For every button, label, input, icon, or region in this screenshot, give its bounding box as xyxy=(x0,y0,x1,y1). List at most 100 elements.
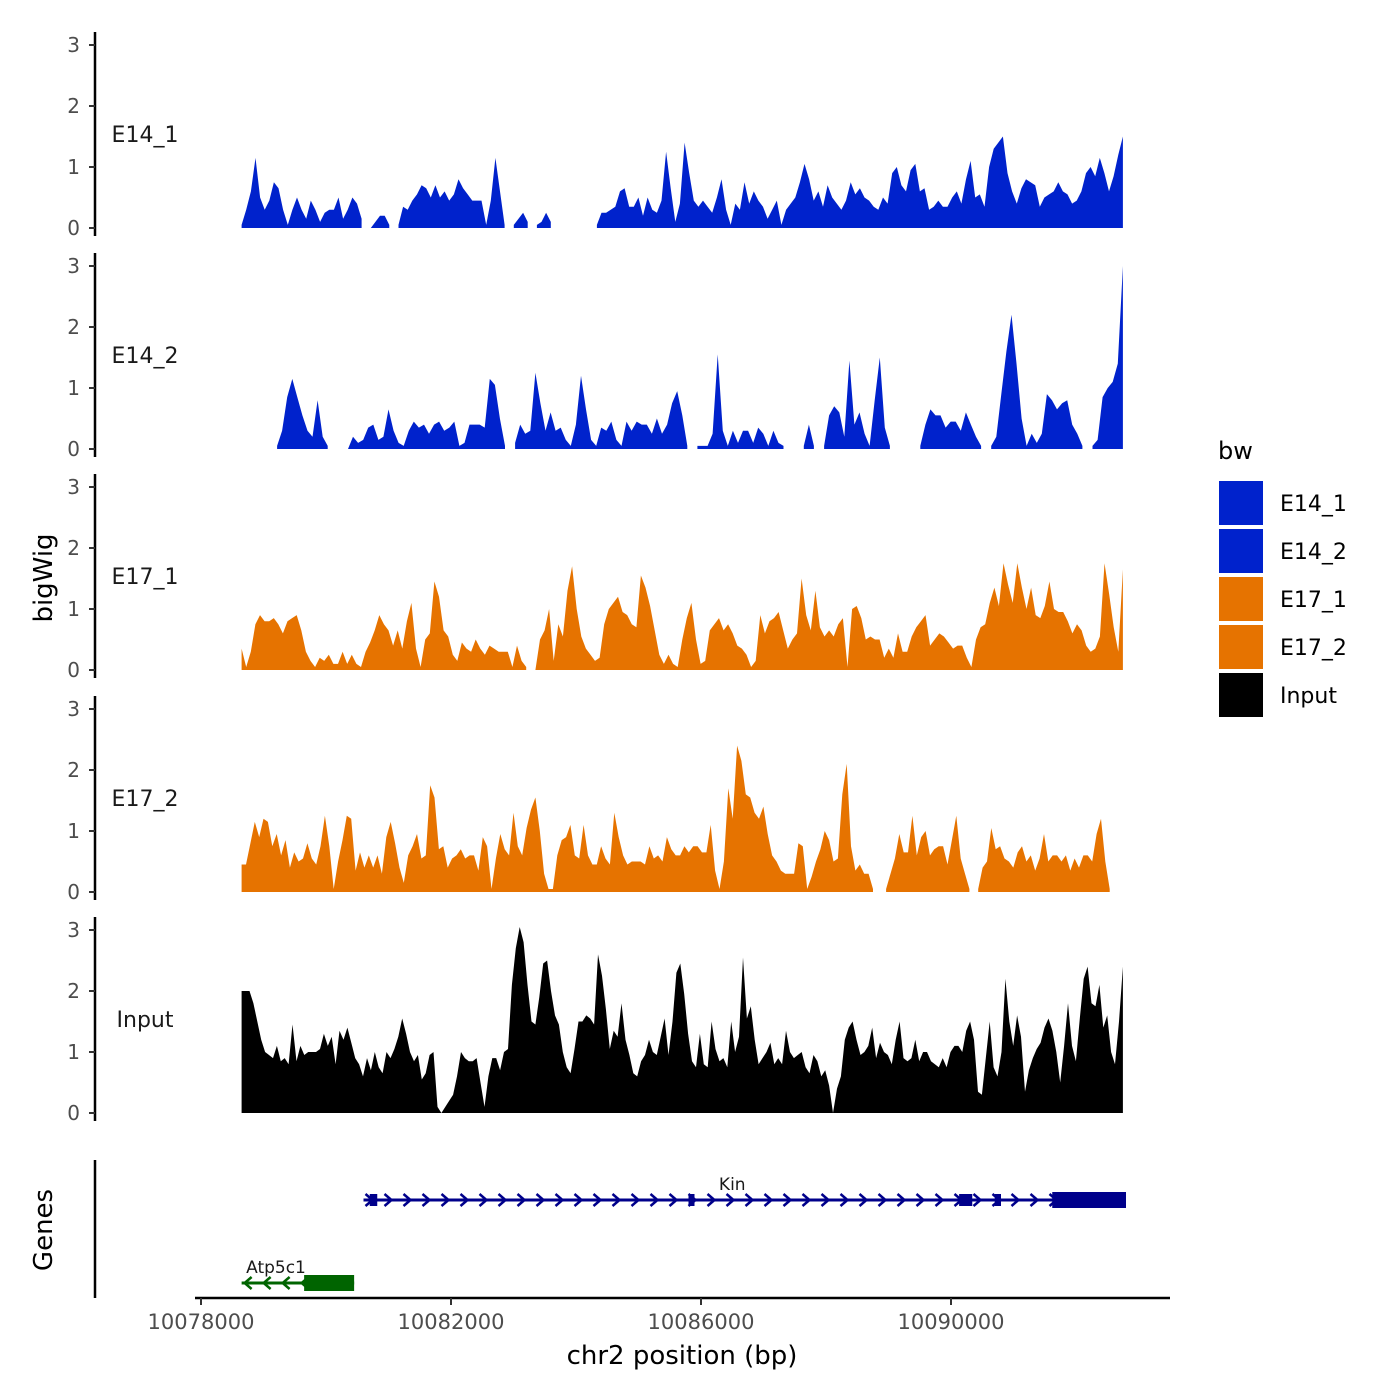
y-tick-label: 0 xyxy=(67,216,80,240)
strand-arrow xyxy=(554,1193,565,1207)
gene-kin: Kin xyxy=(363,1175,1126,1208)
strand-arrow xyxy=(877,1193,888,1207)
track-e14-1: 0 1 2 3 E14_1 xyxy=(67,32,1123,240)
track-e17-2: 0 1 2 3 E17_2 xyxy=(67,696,1110,904)
strand-arrow xyxy=(649,1193,660,1207)
legend-label: E17_2 xyxy=(1280,636,1347,661)
legend-swatch xyxy=(1217,671,1265,719)
track-label: E17_1 xyxy=(112,565,179,590)
y-tick-label: 0 xyxy=(67,658,80,682)
genes-axis-label: Genes xyxy=(29,1189,59,1271)
strand-arrow xyxy=(839,1193,850,1207)
strand-arrow xyxy=(630,1193,641,1207)
track-label: Input xyxy=(117,1008,174,1033)
legend-label: E17_1 xyxy=(1280,588,1347,613)
legend-label: Input xyxy=(1280,684,1337,709)
legend-swatch xyxy=(1217,527,1265,575)
y-tick-label: 0 xyxy=(67,880,80,904)
track-label: E14_2 xyxy=(112,344,179,369)
strand-arrow xyxy=(782,1193,793,1207)
y-tick-label: 2 xyxy=(67,94,80,118)
legend-label: E14_2 xyxy=(1280,540,1347,565)
legend-swatch xyxy=(1217,623,1265,671)
gene-label: Kin xyxy=(719,1175,746,1195)
x-tick-label: 10078000 xyxy=(148,1310,255,1334)
strand-arrow xyxy=(763,1193,774,1207)
strand-arrow xyxy=(1010,1193,1021,1207)
strand-arrow xyxy=(459,1193,470,1207)
legend-item: Input xyxy=(1217,671,1337,719)
y-tick-label: 3 xyxy=(67,918,80,942)
area-e14-2 xyxy=(277,378,328,449)
track-e17-1: 0 1 2 3 E17_1 xyxy=(67,474,1123,682)
y-tick-label: 1 xyxy=(67,597,80,621)
genes-panel: Kin Atp5c1 xyxy=(93,1160,1126,1298)
strand-arrow xyxy=(440,1193,451,1207)
strand-arrow xyxy=(242,1276,253,1290)
exon xyxy=(994,1194,1001,1206)
strand-arrow xyxy=(820,1193,831,1207)
gene-label: Atp5c1 xyxy=(246,1258,306,1278)
area-e17-1 xyxy=(241,581,527,670)
legend-item: E14_1 xyxy=(1217,479,1347,527)
legend-item: E17_1 xyxy=(1217,575,1347,623)
track-e14-2: 0 1 2 3 E14_2 xyxy=(67,253,1123,461)
strand-arrow xyxy=(535,1193,546,1207)
area-e14-2 xyxy=(348,378,505,449)
strand-arrow xyxy=(972,1193,983,1207)
track-panels: 0 1 2 3 E14_1 0 1 2 3 E14_2 0 1 2 3 E17_1 0 1 2 3 E17_2 0 1 2 3… xyxy=(67,32,1123,1125)
y-tick-label: 1 xyxy=(67,376,80,400)
y-tick-label: 3 xyxy=(67,254,80,278)
area-e14-2 xyxy=(1092,266,1123,449)
strand-arrow xyxy=(402,1193,413,1207)
y-tick-label: 0 xyxy=(67,437,80,461)
y-tick-label: 3 xyxy=(67,475,80,499)
exon xyxy=(369,1194,378,1206)
strand-arrow xyxy=(915,1193,926,1207)
exon xyxy=(304,1275,355,1291)
area-e14-2 xyxy=(515,372,688,449)
area-e14-2 xyxy=(697,354,784,449)
strand-arrow xyxy=(261,1276,272,1290)
area-e14-1 xyxy=(241,157,362,228)
legend-title: bw xyxy=(1218,437,1253,465)
strand-arrow xyxy=(421,1193,432,1207)
area-input xyxy=(241,927,1123,1113)
area-e17-2 xyxy=(978,818,1110,892)
legend-label: E14_1 xyxy=(1280,492,1347,517)
strand-arrow xyxy=(516,1193,527,1207)
strand-arrow xyxy=(744,1193,755,1207)
strand-arrow xyxy=(934,1193,945,1207)
exon xyxy=(959,1194,973,1206)
area-e14-2 xyxy=(991,314,1083,449)
strand-arrow xyxy=(497,1193,508,1207)
y-tick-label: 3 xyxy=(67,697,80,721)
strand-arrow xyxy=(725,1193,736,1207)
y-tick-label: 2 xyxy=(67,979,80,1003)
strand-arrow xyxy=(1029,1193,1040,1207)
area-e14-2 xyxy=(803,424,814,449)
strand-arrow xyxy=(801,1193,812,1207)
track-label: E14_1 xyxy=(112,123,179,148)
legend: bw E14_1 E14_2 E17_1 E17_2 Input xyxy=(1217,437,1347,719)
area-e14-1 xyxy=(513,212,528,228)
strand-arrow xyxy=(706,1193,717,1207)
y-tick-label: 0 xyxy=(67,1101,80,1125)
strand-arrow xyxy=(280,1276,291,1290)
strand-arrow xyxy=(858,1193,869,1207)
strand-arrow xyxy=(611,1193,622,1207)
track-label: E17_2 xyxy=(112,787,179,812)
y-tick-label: 2 xyxy=(67,315,80,339)
strand-arrow xyxy=(573,1193,584,1207)
y-tick-label: 1 xyxy=(67,155,80,179)
area-e14-2 xyxy=(920,409,982,449)
x-tick-label: 10090000 xyxy=(898,1310,1005,1334)
x-axis-label: chr2 position (bp) xyxy=(567,1341,798,1371)
strand-arrow xyxy=(668,1193,679,1207)
area-e14-1 xyxy=(398,157,505,228)
exon xyxy=(1052,1192,1126,1208)
exon xyxy=(688,1194,695,1206)
y-tick-label: 2 xyxy=(67,758,80,782)
area-e17-2 xyxy=(241,745,874,892)
